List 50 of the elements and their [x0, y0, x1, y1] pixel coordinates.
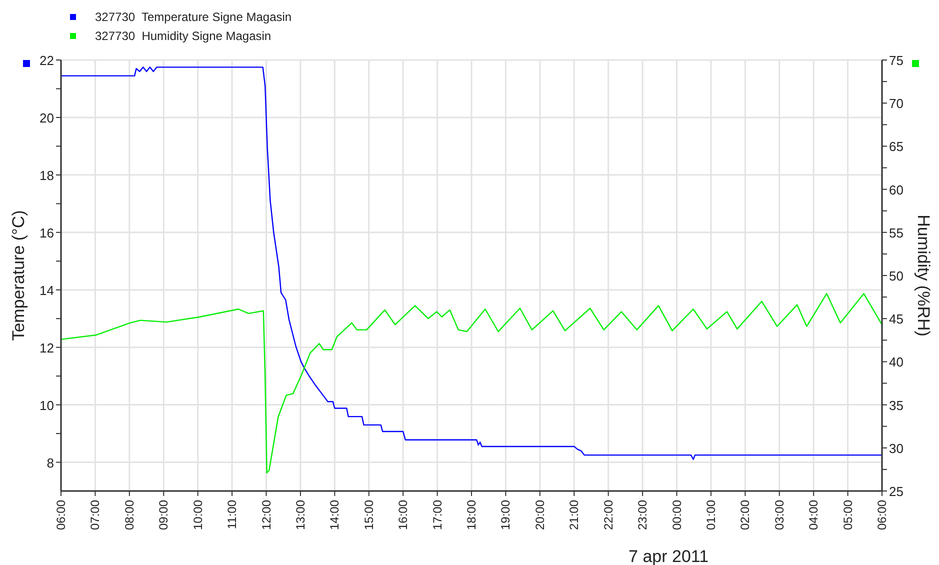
x-tick-label: 13:00	[293, 500, 308, 530]
y-tick-label: 20	[40, 110, 54, 126]
y2-tick-label: 70	[889, 96, 904, 112]
y2-tick-label: 50	[889, 268, 904, 284]
y-tick-label: 14	[40, 282, 54, 298]
legend-label: 327730 Humidity Signe Magasin	[95, 29, 272, 43]
x-tick-label: 09:00	[156, 500, 171, 530]
x-tick-label: 01:00	[704, 500, 718, 530]
y2-tick-label: 75	[889, 53, 904, 68]
x-tick-label: 17:00	[430, 500, 444, 530]
y-tick-label: 8	[46, 455, 54, 470]
y2-tick-label: 35	[889, 398, 904, 413]
y2-tick-label: 65	[889, 139, 904, 154]
y2-tick-label: 60	[889, 182, 904, 198]
y-tick-label: 12	[40, 340, 54, 356]
x-tick-label: 07:00	[88, 500, 102, 530]
y2-tick-label: 30	[889, 440, 904, 456]
x-tick-label: 23:00	[636, 500, 650, 530]
x-tick-label: 14:00	[328, 500, 342, 530]
y-tick-label: 16	[40, 225, 54, 240]
y-tick-label: 10	[40, 398, 54, 413]
y2-tick-label: 45	[889, 312, 904, 327]
x-tick-label: 00:00	[670, 500, 684, 530]
x-tick-label: 06:00	[875, 500, 889, 530]
y-tick-label: 22	[40, 53, 54, 68]
x-tick-label: 04:00	[806, 500, 821, 530]
x-tick-label: 08:00	[122, 500, 136, 530]
y-tick-label: 18	[40, 168, 54, 183]
x-tick-label: 06:00	[54, 500, 68, 530]
x-tick-label: 16:00	[396, 500, 410, 530]
x-tick-label: 05:00	[840, 500, 855, 530]
x-tick-label: 12:00	[259, 500, 274, 530]
y2-tick-label: 40	[889, 354, 904, 370]
x-tick-label: 22:00	[601, 500, 616, 530]
y2-tick-label: 55	[889, 225, 904, 240]
x-tick-label: 10:00	[190, 500, 205, 530]
x-tick-label: 21:00	[567, 500, 582, 530]
line-series	[60, 293, 883, 474]
x-tick-label: 02:00	[738, 500, 752, 530]
x-tick-label: 15:00	[362, 500, 376, 530]
x-tick-label: 18:00	[464, 500, 478, 530]
x-tick-label: 19:00	[498, 500, 513, 530]
y-axis-title: Temperature (°C)	[9, 210, 28, 341]
x-tick-label: 11:00	[225, 500, 240, 530]
x-tick-label: 03:00	[772, 500, 786, 530]
y2-axis-title: Humidity (%RH)	[914, 214, 933, 336]
x-tick-label: 20:00	[532, 500, 547, 530]
y2-tick-label: 25	[889, 484, 904, 499]
legend-label: 327730 Temperature Signe Magasin	[95, 10, 292, 24]
line-series	[60, 66, 883, 460]
